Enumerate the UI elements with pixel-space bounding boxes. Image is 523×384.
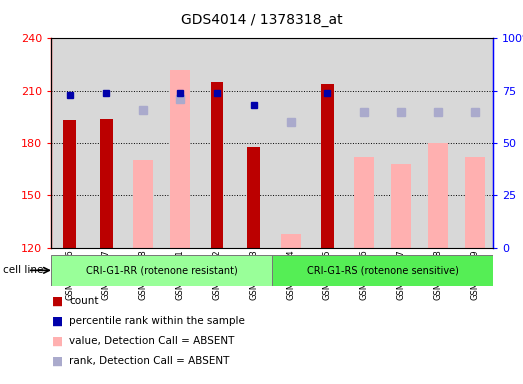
Bar	[354, 157, 374, 248]
Bar	[211, 82, 223, 248]
Bar	[272, 255, 493, 286]
Bar	[428, 143, 448, 248]
Text: count: count	[69, 296, 98, 306]
Text: rank, Detection Call = ABSENT: rank, Detection Call = ABSENT	[69, 356, 230, 366]
Text: ■: ■	[52, 315, 63, 328]
Bar	[280, 234, 301, 248]
Text: percentile rank within the sample: percentile rank within the sample	[69, 316, 245, 326]
Text: value, Detection Call = ABSENT: value, Detection Call = ABSENT	[69, 336, 234, 346]
Text: GDS4014 / 1378318_at: GDS4014 / 1378318_at	[180, 13, 343, 27]
Bar	[391, 164, 411, 248]
Bar	[100, 119, 113, 248]
Bar	[133, 161, 153, 248]
Text: ■: ■	[52, 355, 63, 368]
Text: CRI-G1-RR (rotenone resistant): CRI-G1-RR (rotenone resistant)	[86, 265, 237, 275]
Text: CRI-G1-RS (rotenone sensitive): CRI-G1-RS (rotenone sensitive)	[307, 265, 459, 275]
Bar	[63, 120, 76, 248]
Bar	[247, 147, 260, 248]
Bar	[170, 70, 190, 248]
Bar	[321, 84, 334, 248]
Text: ■: ■	[52, 295, 63, 308]
Text: cell line: cell line	[3, 265, 43, 275]
Bar	[464, 157, 485, 248]
Bar	[51, 255, 272, 286]
Text: ■: ■	[52, 335, 63, 348]
